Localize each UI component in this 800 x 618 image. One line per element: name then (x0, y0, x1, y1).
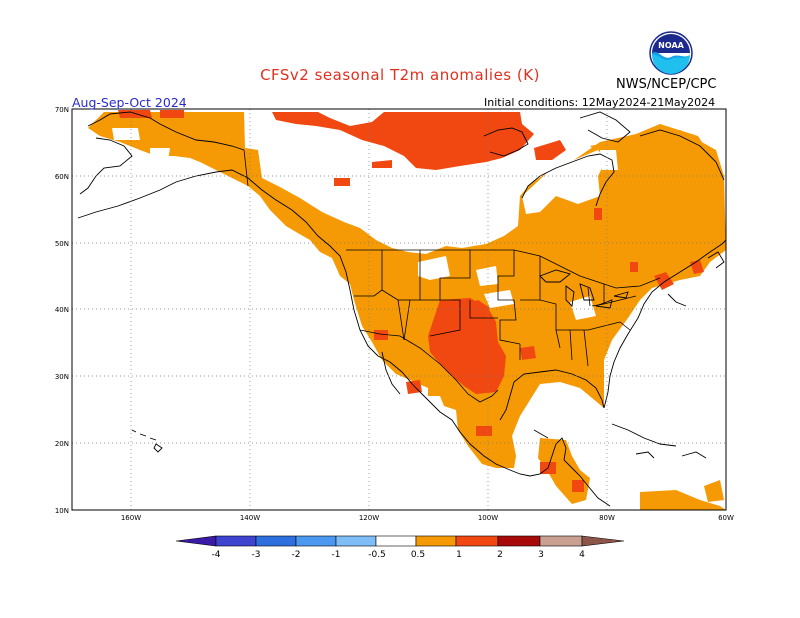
lat-label: 50N (55, 240, 69, 248)
political-borders (243, 149, 661, 439)
legend-swatch-4-3 (215, 535, 257, 547)
legend-label: -1 (332, 550, 341, 560)
lat-label: 40N (55, 306, 69, 314)
latitude-labels: 70N 60N 50N 40N 30N 20N 10N (55, 106, 69, 515)
color-legend (175, 535, 625, 547)
legend-label: 2 (497, 550, 503, 560)
legend-label: 3 (538, 550, 544, 560)
chart-title: CFSv2 seasonal T2m anomalies (K) (260, 66, 540, 84)
legend-labels: -4 -3 -2 -1 -0.5 0.5 1 2 3 4 (212, 550, 586, 560)
legend-label: 4 (579, 550, 585, 560)
legend-swatch-above-4 (581, 535, 625, 547)
legend-swatch-1-2 (455, 535, 499, 547)
near-normal-regions (112, 128, 660, 346)
map-plot-area (71, 108, 727, 511)
lon-label: 120W (359, 514, 379, 522)
lon-label: 140W (240, 514, 260, 522)
anomaly-region-05-1 (88, 112, 726, 510)
anomaly-region-1-2 (118, 110, 704, 492)
legend-label: 0.5 (411, 550, 425, 560)
lon-label: 80W (599, 514, 615, 522)
lat-label: 20N (55, 440, 69, 448)
lon-label: 60W (718, 514, 734, 522)
logo-text: NOAA (658, 41, 684, 50)
legend-label: -3 (252, 550, 261, 560)
legend-swatch-neutral (375, 535, 417, 547)
lat-label: 70N (55, 106, 69, 114)
legend-label: -0.5 (368, 550, 386, 560)
lat-label: 30N (55, 373, 69, 381)
graticule (72, 109, 726, 510)
initial-conditions-label: Initial conditions: 12May2024-21May2024 (484, 96, 716, 109)
legend-label: 1 (456, 550, 462, 560)
legend-swatch-3-2 (255, 535, 297, 547)
legend-swatch-05-1 (415, 535, 457, 547)
coastlines (77, 111, 726, 507)
legend-swatch-2-1 (295, 535, 337, 547)
legend-label: -2 (292, 550, 301, 560)
legend-swatch-1-05 (335, 535, 377, 547)
legend-swatch-2-3 (497, 535, 541, 547)
legend-swatch-3-4 (539, 535, 583, 547)
lat-label: 10N (55, 507, 69, 515)
longitude-labels: 160W 140W 120W 100W 80W 60W (121, 514, 734, 522)
noaa-logo-icon: NOAA (649, 31, 693, 75)
lon-label: 160W (121, 514, 141, 522)
season-label: Aug-Sep-Oct 2024 (72, 95, 187, 110)
agency-label: NWS/NCEP/CPC (616, 77, 717, 92)
lon-label: 100W (478, 514, 498, 522)
hawaii-islands (131, 429, 163, 453)
legend-swatch-below-4 (175, 535, 217, 547)
legend-label: -4 (212, 550, 221, 560)
lat-label: 60N (55, 173, 69, 181)
